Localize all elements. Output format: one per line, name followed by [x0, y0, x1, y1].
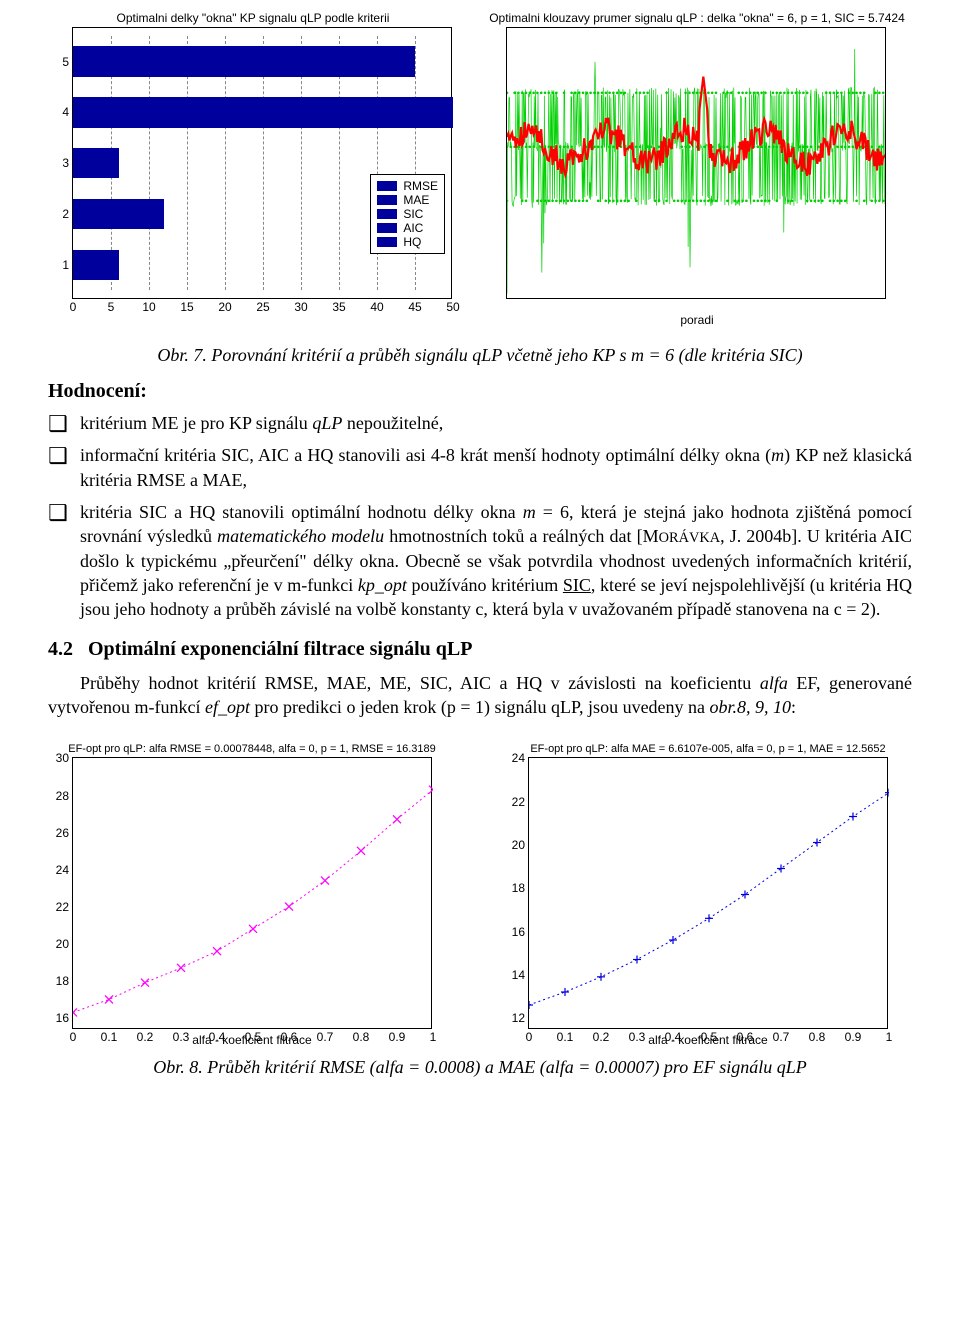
- fig8-right-panel: EF-opt pro qLP: alfa MAE = 6.6107e-005, …: [504, 743, 912, 1047]
- fig8-left-title: EF-opt pro qLP: alfa RMSE = 0.00078448, …: [48, 743, 456, 755]
- legend-swatch: [377, 195, 397, 205]
- bullet-text: informační kritéria SIC, AIC a HQ stanov…: [80, 443, 912, 492]
- fig7-right-title: Optimalni klouzavy prumer signalu qLP : …: [482, 12, 912, 25]
- fig7-left-title: Optimalni delky "okna" KP signalu qLP po…: [48, 12, 458, 25]
- legend-label: MAE: [403, 193, 429, 207]
- legend-swatch: [377, 181, 397, 191]
- fig8-right-title: EF-opt pro qLP: alfa MAE = 6.6107e-005, …: [504, 743, 912, 755]
- fig8-left-chart: 161820222426283000.10.20.30.40.50.60.70.…: [72, 757, 432, 1029]
- section-4-2-para: Průběhy hodnot kritérií RMSE, MAE, ME, S…: [48, 671, 912, 720]
- fig8-caption: Obr. 8. Průběh kritérií RMSE (alfa = 0.0…: [48, 1057, 912, 1078]
- fig7-left-panel: Optimalni delky "okna" KP signalu qLP po…: [48, 12, 458, 327]
- bullet-item: ❑ kritérium ME je pro KP signálu qLP nepo…: [48, 411, 912, 435]
- legend-label: SIC: [403, 207, 423, 221]
- bullet-text: kritérium ME je pro KP signálu qLP nepou…: [80, 411, 912, 435]
- legend-label: RMSE: [403, 179, 438, 193]
- fig7-barchart: 1234505101520253035404550RMSEMAESICAICHQ: [72, 27, 452, 299]
- fig7-right-panel: Optimalni klouzavy prumer signalu qLP : …: [482, 12, 912, 327]
- bullet-text: kritéria SIC a HQ stanovili optimální ho…: [80, 500, 912, 622]
- fig7-right-xlabel: poradi: [482, 313, 912, 327]
- fig7-legend: RMSEMAESICAICHQ: [370, 174, 445, 254]
- section-4-2-num: 4.2: [48, 638, 73, 660]
- bullet-icon: ❑: [48, 413, 68, 435]
- fig7-timeseries: 0102030405060708090100010020030040050060…: [506, 27, 886, 299]
- fig8-right-chart: 1214161820222400.10.20.30.40.50.60.70.80…: [528, 757, 888, 1029]
- bullet-item: ❑kritéria SIC a HQ stanovili optimální h…: [48, 500, 912, 622]
- legend-swatch: [377, 237, 397, 247]
- fig8-left-panel: EF-opt pro qLP: alfa RMSE = 0.00078448, …: [48, 743, 456, 1047]
- section-4-2-heading: 4.2 Optimální exponenciální filtrace sig…: [48, 638, 912, 661]
- bullet-item: ❑ informační kritéria SIC, AIC a HQ stano…: [48, 443, 912, 492]
- legend-swatch: [377, 209, 397, 219]
- legend-label: HQ: [403, 235, 421, 249]
- bullet-icon: ❑: [48, 445, 68, 492]
- hodnoceni-heading: Hodnocení:: [48, 380, 912, 403]
- bullet-icon: ❑: [48, 502, 68, 622]
- legend-label: AIC: [403, 221, 423, 235]
- section-4-2-title: Optimální exponenciální filtrace signálu…: [88, 638, 472, 660]
- legend-swatch: [377, 223, 397, 233]
- fig7-caption: Obr. 7. Porovnání kritérií a průběh sign…: [48, 345, 912, 366]
